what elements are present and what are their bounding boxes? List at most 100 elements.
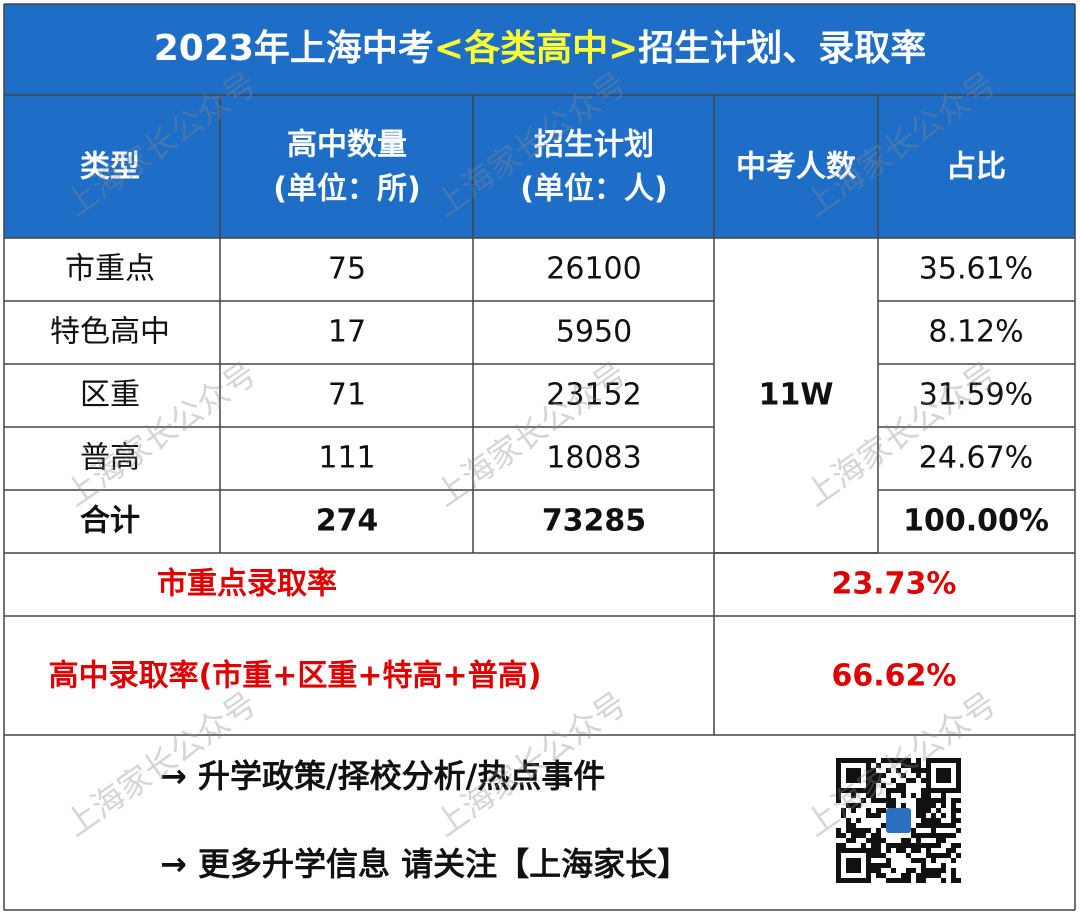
qr-module [931, 798, 936, 803]
qr-module [876, 853, 881, 858]
header-cell: 占比 [946, 150, 1006, 185]
qr-module [886, 788, 891, 793]
qr-module [936, 808, 941, 813]
qr-module [931, 788, 936, 793]
qr-module [836, 758, 841, 763]
qr-module [856, 863, 861, 868]
qr-module [881, 863, 886, 868]
total-cell: 73285 [542, 504, 646, 539]
qr-module [911, 858, 916, 863]
qr-module [941, 838, 946, 843]
qr-module [851, 778, 856, 783]
qr-module [871, 758, 876, 763]
qr-module [951, 878, 956, 883]
qr-module [941, 853, 946, 858]
qr-module [881, 783, 886, 788]
qr-module [896, 758, 901, 763]
summary-label: 高中录取率(市重+区重+特高+普高) [49, 659, 542, 694]
qr-module [866, 778, 871, 783]
table-cell: 26100 [546, 252, 641, 287]
qr-module [851, 848, 856, 853]
qr-module [836, 833, 841, 838]
qr-module [881, 853, 886, 858]
title-highlight: <各类高中> [434, 28, 638, 69]
qr-module [886, 793, 891, 798]
qr-module [876, 863, 881, 868]
qr-module [871, 773, 876, 778]
qr-module [951, 803, 956, 808]
qr-module [871, 798, 876, 803]
qr-module [896, 843, 901, 848]
qr-module [956, 808, 961, 813]
qr-module [936, 823, 941, 828]
qr-module [876, 873, 881, 878]
qr-module [951, 843, 956, 848]
qr-module [841, 808, 846, 813]
qr-module [931, 833, 936, 838]
qr-module [906, 873, 911, 878]
qr-module [856, 858, 861, 863]
qr-module [856, 868, 861, 873]
qr-module [876, 838, 881, 843]
qr-module [851, 808, 856, 813]
qr-module [901, 758, 906, 763]
qr-code [836, 758, 961, 883]
qr-module [906, 878, 911, 883]
qr-module [926, 843, 931, 848]
qr-module [901, 773, 906, 778]
qr-module [931, 858, 936, 863]
qr-module [866, 838, 871, 843]
qr-module [901, 763, 906, 768]
qr-module [866, 828, 871, 833]
qr-module [916, 848, 921, 853]
qr-module [846, 778, 851, 783]
qr-module [861, 878, 866, 883]
qr-module [851, 833, 856, 838]
qr-module [876, 843, 881, 848]
qr-module [941, 793, 946, 798]
qr-module [896, 788, 901, 793]
qr-module [926, 763, 931, 768]
summary-value: 66.62% [832, 659, 957, 694]
qr-module [956, 763, 961, 768]
qr-module [946, 773, 951, 778]
title-part: 2023年上海中考 [154, 28, 434, 69]
title: 2023年上海中考<各类高中>招生计划、录取率 [154, 28, 927, 69]
qr-module [891, 758, 896, 763]
qr-module [901, 793, 906, 798]
qr-module [916, 758, 921, 763]
qr-module [941, 778, 946, 783]
table-cell: 71 [328, 378, 366, 413]
qr-module [836, 848, 841, 853]
qr-module [896, 768, 901, 773]
header-cell: 招生计划 [534, 128, 654, 163]
total-cell: 274 [316, 504, 379, 539]
summary-value: 23.73% [832, 567, 957, 602]
qr-module [956, 778, 961, 783]
qr-module [941, 823, 946, 828]
qr-module [921, 843, 926, 848]
qr-module [941, 758, 946, 763]
table-cell: 75 [328, 252, 366, 287]
qr-module [926, 798, 931, 803]
table-cell: 8.12% [928, 315, 1023, 350]
qr-module [861, 788, 866, 793]
qr-module [856, 773, 861, 778]
qr-module [941, 863, 946, 868]
qr-module [921, 873, 926, 878]
qr-module [906, 868, 911, 873]
qr-module [926, 788, 931, 793]
qr-module [931, 818, 936, 823]
qr-module [861, 798, 866, 803]
qr-module [916, 803, 921, 808]
qr-module [926, 803, 931, 808]
qr-module [906, 853, 911, 858]
qr-module [896, 848, 901, 853]
qr-module [866, 793, 871, 798]
qr-module [841, 758, 846, 763]
qr-module [876, 813, 881, 818]
qr-module [916, 843, 921, 848]
qr-module [881, 773, 886, 778]
qr-module [846, 878, 851, 883]
